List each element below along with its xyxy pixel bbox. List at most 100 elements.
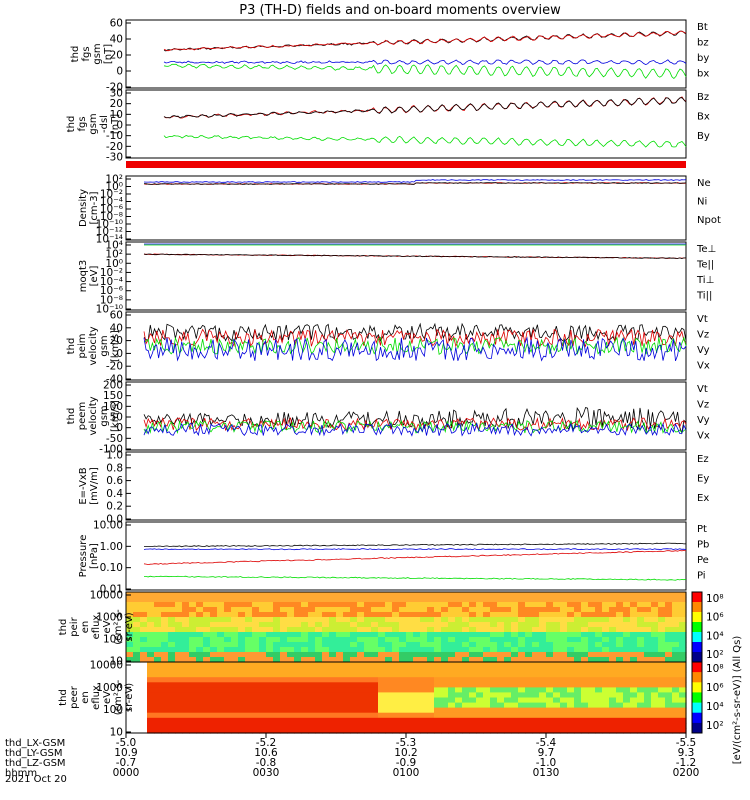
heatmap-cell	[343, 612, 351, 618]
heatmap-cell	[609, 692, 617, 699]
heatmap-cell	[322, 607, 330, 613]
heatmap-cell	[469, 682, 477, 688]
heatmap-cell	[168, 632, 176, 638]
y-tick-label: 0	[116, 120, 123, 132]
heatmap-cell	[378, 592, 386, 598]
heatmap-cell	[455, 592, 463, 598]
heatmap-cell	[266, 712, 274, 719]
heatmap-cell	[665, 637, 673, 643]
heatmap-cell	[441, 627, 449, 633]
heatmap-cell	[490, 682, 498, 688]
panel-frame	[125, 241, 687, 311]
x-row-label: thd_LY-GSM	[5, 748, 62, 759]
heatmap-cell	[455, 692, 463, 699]
heatmap-cell	[154, 697, 162, 704]
heatmap-cell	[385, 612, 393, 618]
heatmap-cell	[378, 602, 386, 608]
heatmap-cell	[623, 687, 631, 694]
heatmap-cell	[455, 632, 463, 638]
heatmap-cell	[224, 697, 232, 704]
heatmap-cell	[322, 592, 330, 598]
heatmap-cell	[189, 707, 197, 714]
heatmap-cell	[308, 647, 316, 653]
heatmap-cell	[651, 657, 659, 663]
heatmap-cell	[595, 642, 603, 648]
heatmap-cell	[483, 602, 491, 608]
heatmap-cell	[175, 602, 183, 608]
heatmap-cell	[364, 592, 372, 598]
heatmap-cell	[371, 682, 379, 688]
heatmap-cell	[329, 617, 337, 623]
heatmap-cell	[350, 727, 358, 734]
heatmap-cell	[266, 722, 274, 729]
heatmap-cell	[308, 632, 316, 638]
heatmap-cell	[525, 667, 533, 673]
heatmap-cell	[266, 667, 274, 673]
heatmap-cell	[168, 672, 176, 678]
heatmap-cell	[322, 727, 330, 734]
heatmap-cell	[665, 657, 673, 663]
y-tick-label: 0.0	[106, 514, 123, 526]
heatmap-cell	[224, 712, 232, 719]
heatmap-cell	[581, 692, 589, 699]
heatmap-cell	[385, 642, 393, 648]
heatmap-cell	[651, 602, 659, 608]
heatmap-cell	[266, 597, 274, 603]
heatmap-cell	[133, 602, 141, 608]
heatmap-cell	[546, 692, 554, 699]
heatmap-cell	[133, 622, 141, 628]
heatmap-cell	[301, 607, 309, 613]
figure-title: P3 (TH-D) fields and on-board moments ov…	[239, 3, 561, 18]
heatmap-cell	[476, 667, 484, 673]
heatmap-cell	[301, 627, 309, 633]
heatmap-cell	[287, 687, 295, 694]
heatmap-cell	[154, 707, 162, 714]
heatmap-cell	[651, 712, 659, 719]
heatmap-cell	[371, 672, 379, 678]
heatmap-cell	[623, 607, 631, 613]
heatmap-cell	[413, 642, 421, 648]
heatmap-cell	[287, 682, 295, 688]
heatmap-cell	[217, 712, 225, 719]
colorbar-segment	[692, 712, 702, 724]
heatmap-cell	[434, 667, 442, 673]
y-tick-label: 10⁻⁶	[100, 285, 123, 297]
heatmap-cell	[602, 687, 610, 694]
heatmap-cell	[329, 692, 337, 699]
heatmap-cell	[343, 592, 351, 598]
heatmap-cell	[560, 597, 568, 603]
heatmap-cell	[504, 642, 512, 648]
heatmap-cell	[637, 652, 645, 658]
heatmap-cell	[350, 612, 358, 618]
heatmap-cell	[574, 662, 582, 668]
heatmap-cell	[609, 662, 617, 668]
heatmap-cell	[532, 717, 540, 724]
heatmap-cell	[182, 652, 190, 658]
heatmap-cell	[637, 727, 645, 734]
heatmap-cell	[518, 602, 526, 608]
heatmap-cell	[294, 622, 302, 628]
heatmap-cell	[644, 622, 652, 628]
heatmap-cell	[490, 667, 498, 673]
x-tick-value: -0.9	[396, 757, 417, 769]
heatmap-cell	[420, 702, 428, 709]
heatmap-cell	[357, 627, 365, 633]
heatmap-cell	[252, 607, 260, 613]
heatmap-cell	[420, 637, 428, 643]
heatmap-cell	[413, 672, 421, 678]
heatmap-cell	[609, 707, 617, 714]
heatmap-cell	[147, 627, 155, 633]
heatmap-cell	[364, 707, 372, 714]
heatmap-cell	[637, 712, 645, 719]
heatmap-cell	[196, 667, 204, 673]
heatmap-cell	[406, 712, 414, 719]
y-tick-label: -30	[106, 152, 123, 164]
heatmap-cell	[448, 722, 456, 729]
heatmap-cell	[371, 702, 379, 709]
series-Bz	[163, 96, 687, 119]
heatmap-cell	[287, 667, 295, 673]
heatmap-cell	[588, 602, 596, 608]
heatmap-cell	[483, 627, 491, 633]
heatmap-cell	[280, 692, 288, 699]
